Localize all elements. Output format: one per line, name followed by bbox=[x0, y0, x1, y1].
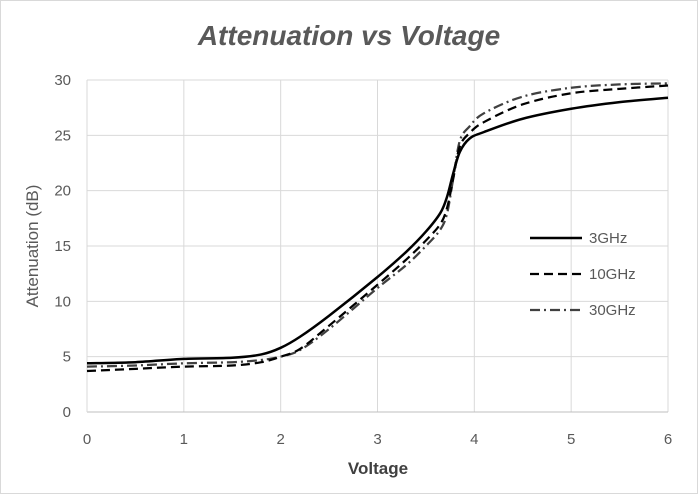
x-tick-label: 6 bbox=[664, 431, 672, 448]
y-tick-label: 15 bbox=[54, 238, 71, 255]
legend-label-3ghz: 3GHz bbox=[589, 230, 627, 247]
series-lines bbox=[86, 82, 669, 373]
x-tick-label: 1 bbox=[180, 431, 188, 448]
x-tick-label: 2 bbox=[276, 431, 284, 448]
x-tick-label: 4 bbox=[470, 431, 478, 448]
y-tick-label: 0 bbox=[63, 404, 71, 421]
grid-lines bbox=[87, 79, 669, 412]
series-line-30ghz bbox=[86, 82, 669, 368]
x-tick-label: 3 bbox=[373, 431, 381, 448]
y-tick-label: 10 bbox=[54, 293, 71, 310]
x-tick-label: 5 bbox=[567, 431, 575, 448]
y-tick-label: 25 bbox=[54, 127, 71, 144]
series-line-10ghz bbox=[86, 84, 669, 373]
y-tick-label: 5 bbox=[63, 349, 71, 366]
legend: 3GHz 10GHz 30GHz bbox=[530, 230, 636, 319]
y-tick-label: 30 bbox=[54, 72, 71, 89]
chart-title: Attenuation vs Voltage bbox=[197, 20, 500, 51]
legend-label-10ghz: 10GHz bbox=[589, 266, 636, 283]
x-tick-label: 0 bbox=[83, 431, 91, 448]
y-axis-label: Attenuation (dB) bbox=[23, 185, 42, 308]
legend-label-30ghz: 30GHz bbox=[589, 302, 636, 319]
y-tick-label: 20 bbox=[54, 183, 71, 200]
y-tick-labels: 0 5 10 15 20 25 30 bbox=[54, 72, 71, 421]
series-line-3ghz bbox=[86, 96, 669, 365]
axes bbox=[86, 80, 668, 413]
x-tick-labels: 0 1 2 3 4 5 6 bbox=[83, 431, 672, 448]
x-axis-label: Voltage bbox=[348, 459, 408, 478]
